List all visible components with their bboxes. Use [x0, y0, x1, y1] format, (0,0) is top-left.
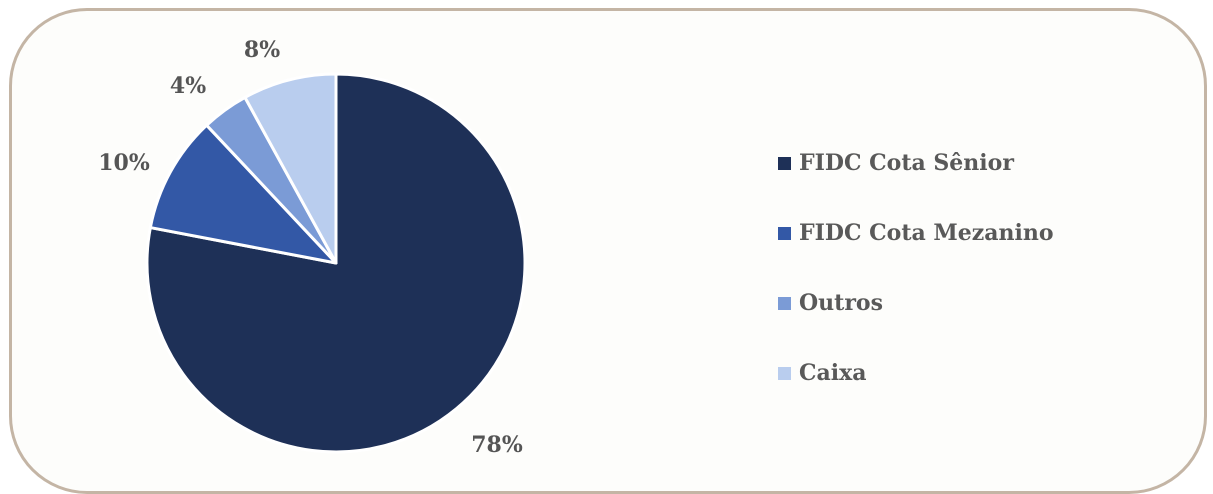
data-label-fidc-cota-mezanino: 10% [98, 150, 150, 176]
legend-swatch-fidc-cota-senior [778, 156, 791, 170]
legend-label-outros: Outros [799, 290, 883, 316]
data-label-caixa: 8% [244, 37, 280, 63]
legend-item-caixa: Caixa [778, 338, 1054, 408]
data-label-fidc-cota-senior: 78% [471, 432, 523, 458]
pie-slice-caixa [243, 72, 338, 265]
legend-label-fidc-cota-senior: FIDC Cota Sênior [799, 150, 1014, 176]
legend-swatch-caixa [778, 366, 791, 380]
data-label-outros: 4% [170, 73, 206, 99]
legend-label-caixa: Caixa [799, 360, 867, 386]
legend-item-outros: Outros [778, 268, 1054, 338]
legend-item-fidc-cota-mezanino: FIDC Cota Mezanino [778, 198, 1054, 268]
legend-item-fidc-cota-senior: FIDC Cota Sênior [778, 128, 1054, 198]
chart-legend: FIDC Cota Sênior FIDC Cota Mezanino Outr… [778, 128, 1054, 408]
legend-label-fidc-cota-mezanino: FIDC Cota Mezanino [799, 220, 1054, 246]
legend-swatch-outros [778, 296, 791, 310]
legend-swatch-fidc-cota-mezanino [778, 226, 791, 240]
pie-slice-fidc-cota-mezanino [148, 123, 338, 265]
